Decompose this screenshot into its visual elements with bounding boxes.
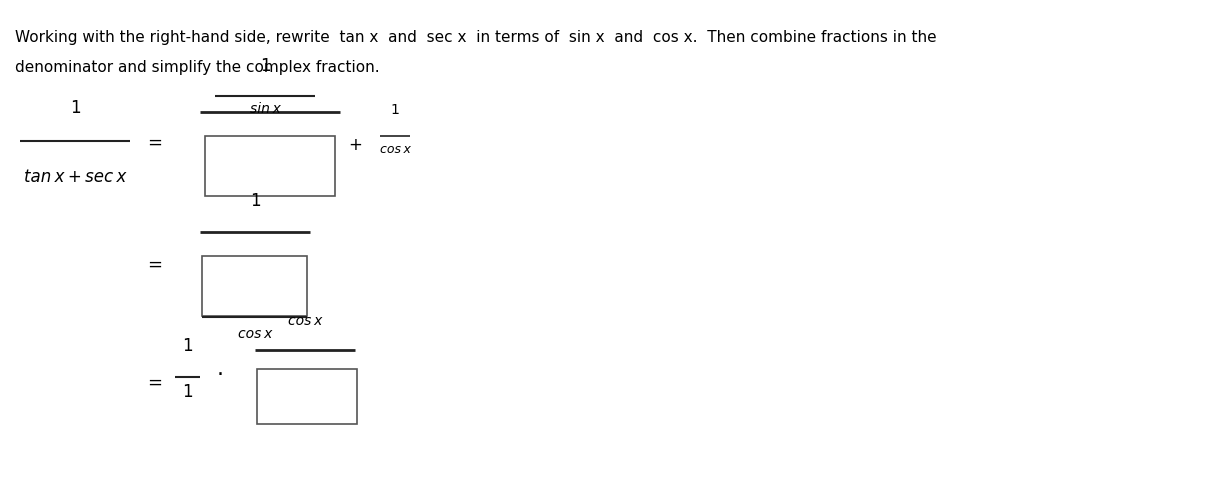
Text: cos x: cos x bbox=[379, 143, 411, 156]
Text: cos x: cos x bbox=[287, 313, 322, 327]
Bar bbox=[205, 136, 335, 197]
Text: 1: 1 bbox=[390, 103, 400, 117]
Text: tan x + sec x: tan x + sec x bbox=[23, 167, 126, 186]
Text: 1: 1 bbox=[259, 57, 270, 75]
Bar bbox=[257, 369, 357, 424]
Text: ·: · bbox=[216, 364, 224, 384]
Text: 1: 1 bbox=[182, 382, 192, 400]
Text: 1: 1 bbox=[70, 99, 81, 117]
Text: =: = bbox=[148, 134, 163, 151]
Text: =: = bbox=[148, 256, 163, 273]
Text: +: + bbox=[349, 136, 362, 154]
Text: 1: 1 bbox=[182, 336, 192, 354]
Text: =: = bbox=[148, 373, 163, 391]
Text: Working with the right-hand side, rewrite  tan x  and  sec x  in terms of  sin x: Working with the right-hand side, rewrit… bbox=[15, 30, 937, 45]
Bar bbox=[202, 257, 307, 317]
Text: cos x: cos x bbox=[237, 326, 273, 340]
Text: sin x: sin x bbox=[249, 102, 280, 116]
Text: denominator and simplify the complex fraction.: denominator and simplify the complex fra… bbox=[15, 60, 379, 75]
Text: 1: 1 bbox=[249, 192, 260, 210]
